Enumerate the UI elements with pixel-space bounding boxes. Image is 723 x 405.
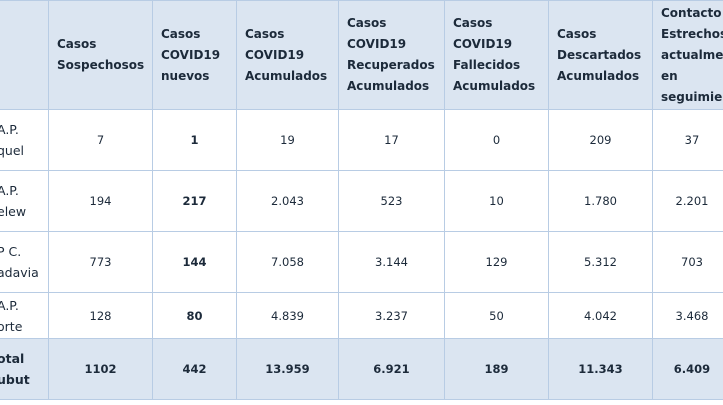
cell-line: orte xyxy=(0,318,23,334)
cell-line: actualme xyxy=(661,47,723,62)
cell-line: Fallecidos xyxy=(453,58,521,72)
row-label: otal ubut xyxy=(0,338,49,400)
cell-line: Acumulados xyxy=(347,79,430,93)
cell-line: Contacto xyxy=(661,5,722,20)
cell: 50 xyxy=(444,292,549,339)
cell: 37 xyxy=(652,109,723,171)
cell-line: en xyxy=(661,68,678,83)
column-header: Casos COVID19 nuevos xyxy=(152,0,237,110)
cell-line: Casos xyxy=(347,16,387,30)
column-header: Casos Descartados Acumulados xyxy=(548,0,653,110)
cell: 2.201 xyxy=(652,170,723,232)
row-label: A.P. elew xyxy=(0,170,49,232)
cell: 523 xyxy=(338,170,445,232)
cell: 1.780 xyxy=(548,170,653,232)
cell-line: Descartados xyxy=(557,47,642,62)
cell: 11.343 xyxy=(548,338,653,400)
table-body: A.P.quel711917020937A.P.elew1942172.0435… xyxy=(0,109,723,400)
cell: 10 xyxy=(444,170,549,232)
cell: 442 xyxy=(152,338,237,400)
cell: 209 xyxy=(548,109,653,171)
column-header: Casos COVID19 Recuperados Acumulados xyxy=(338,0,445,110)
cell: 129 xyxy=(444,231,549,293)
cell-line: adavia xyxy=(0,265,39,280)
cell: 4.839 xyxy=(236,292,339,339)
cell-line: COVID19 xyxy=(347,37,407,51)
cell-line: COVID19 xyxy=(161,47,221,62)
cell: 144 xyxy=(152,231,237,293)
cell-line: quel xyxy=(0,143,25,158)
cell-line: Acumulados xyxy=(453,79,536,93)
cell: 6.921 xyxy=(338,338,445,400)
cell-line: A.P. xyxy=(0,122,19,137)
cell-line: Sospechosos xyxy=(57,58,145,72)
cell-line: seguimien xyxy=(661,89,723,104)
cell-line: Casos xyxy=(557,26,597,41)
header-row: Casos Sospechosos Casos COVID19 nuevos Casos C… xyxy=(0,0,723,110)
cell-line: elew xyxy=(0,204,27,219)
cell: 128 xyxy=(48,292,153,339)
cell: 13.959 xyxy=(236,338,339,400)
cell: 80 xyxy=(152,292,237,339)
cell: 1 xyxy=(152,109,237,171)
column-header: Contacto Estrechos actualme en seguimien xyxy=(652,0,723,110)
cell: 189 xyxy=(444,338,549,400)
cell-line: otal xyxy=(0,351,25,366)
cell: 217 xyxy=(152,170,237,232)
cell-line: Acumulados xyxy=(557,68,640,83)
column-header: Casos COVID19 Fallecidos Acumulados xyxy=(444,0,549,110)
cell: 1102 xyxy=(48,338,153,400)
cell: 2.043 xyxy=(236,170,339,232)
cell-line: Casos xyxy=(245,26,285,41)
cell: 3.144 xyxy=(338,231,445,293)
cell-line: A.P. xyxy=(0,297,19,313)
cell-line: A.P. xyxy=(0,183,19,198)
cell-line: ubut xyxy=(0,372,30,387)
cell: 6.409 xyxy=(652,338,723,400)
cell: 5.312 xyxy=(548,231,653,293)
row-label: P C. adavia xyxy=(0,231,49,293)
cell-line: Casos xyxy=(161,26,201,41)
cell: 17 xyxy=(338,109,445,171)
cell-line: Recuperados xyxy=(347,58,435,72)
cell-line: Casos xyxy=(453,16,493,30)
cell-line: Acumulados xyxy=(245,68,328,83)
cell-line: P C. xyxy=(0,244,22,259)
column-header xyxy=(0,0,49,110)
row-label: A.P. orte xyxy=(0,292,49,339)
cell: 4.042 xyxy=(548,292,653,339)
cell: 19 xyxy=(236,109,339,171)
cell-line: Casos xyxy=(57,37,97,51)
cell: 703 xyxy=(652,231,723,293)
cell-line: COVID19 xyxy=(245,47,305,62)
cell: 3.237 xyxy=(338,292,445,339)
cell: 7 xyxy=(48,109,153,171)
cell-line: nuevos xyxy=(161,68,210,83)
cell: 194 xyxy=(48,170,153,232)
cell: 3.468 xyxy=(652,292,723,339)
cell-line: COVID19 xyxy=(453,37,513,51)
cell-line: Estrechos xyxy=(661,26,723,41)
cell: 7.058 xyxy=(236,231,339,293)
cell: 773 xyxy=(48,231,153,293)
column-header: Casos COVID19 Acumulados xyxy=(236,0,339,110)
cell: 0 xyxy=(444,109,549,171)
row-label: A.P. quel xyxy=(0,109,49,171)
column-header: Casos Sospechosos xyxy=(48,0,153,110)
